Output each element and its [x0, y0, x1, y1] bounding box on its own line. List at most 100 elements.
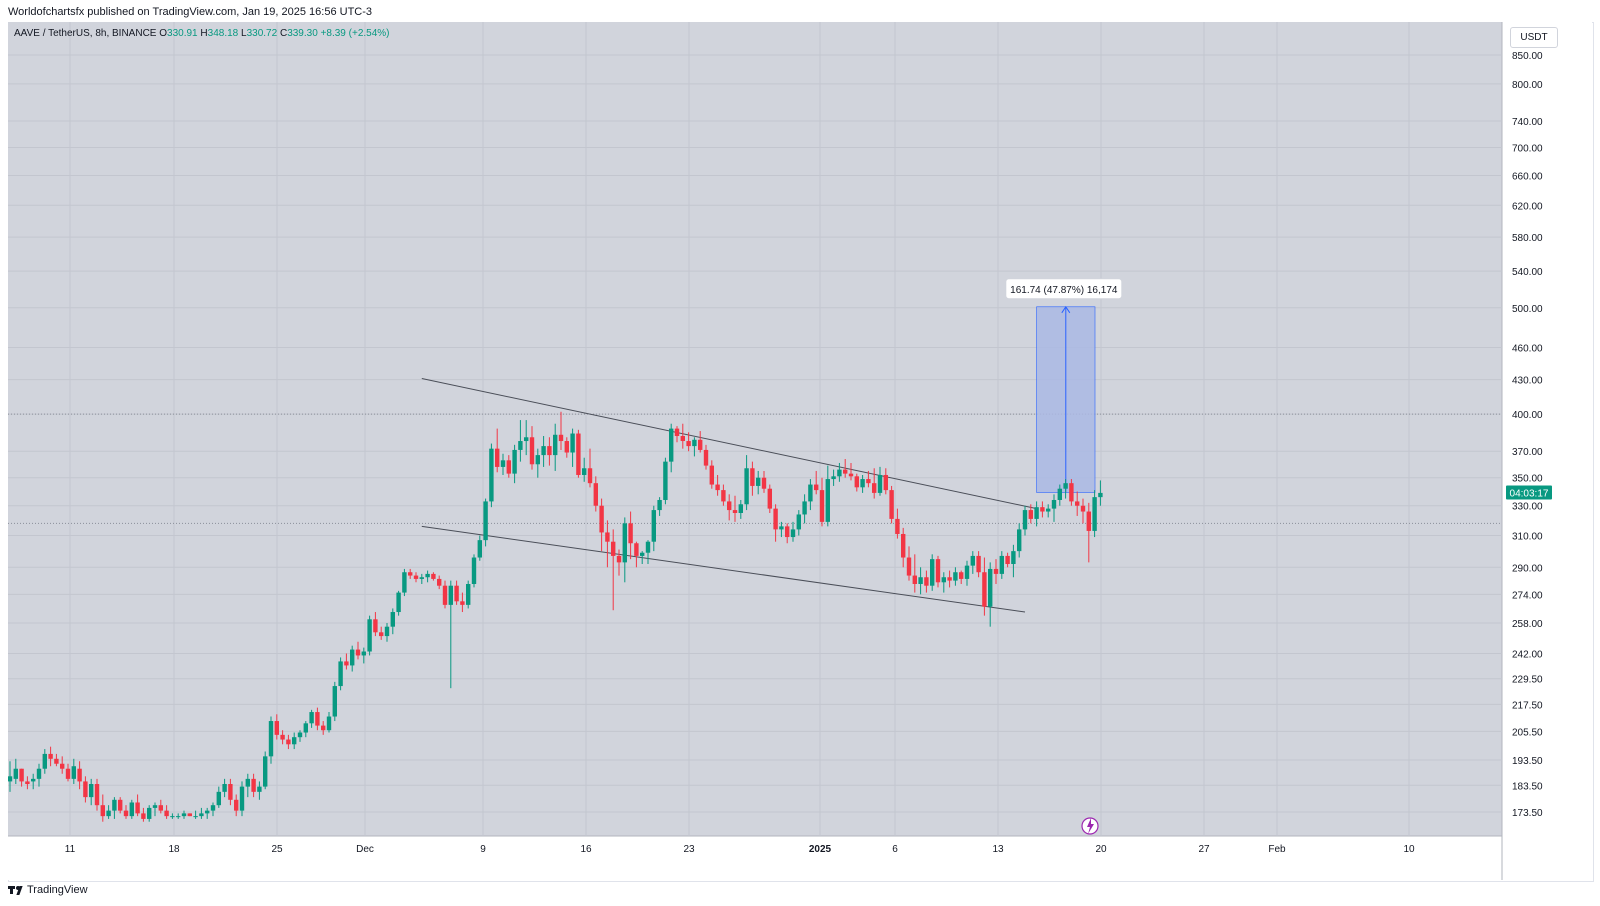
candle-body: [848, 473, 854, 477]
time-tick-label: 13: [992, 844, 1004, 855]
candle: [895, 508, 900, 539]
candle-body: [709, 465, 714, 485]
candle-body: [506, 460, 511, 474]
legend-symbol[interactable]: AAVE / TetherUS, 8h, BINANCE: [14, 28, 157, 39]
candle: [390, 608, 395, 635]
candle: [292, 732, 297, 750]
candle-body: [1057, 488, 1062, 500]
candle-body: [25, 781, 30, 785]
candle-body: [587, 468, 593, 484]
candle-body: [89, 784, 94, 798]
legend-low-key: L: [241, 28, 247, 39]
candle: [906, 546, 912, 581]
price-tick-label: 850.00: [1512, 51, 1543, 62]
candle-body: [535, 455, 540, 465]
candle-body: [495, 448, 500, 467]
candle-body: [176, 816, 181, 818]
price-tick-label: 229.50: [1512, 675, 1543, 686]
candle-body: [1034, 507, 1039, 519]
candle-body: [205, 810, 210, 814]
candle-body: [802, 501, 807, 515]
candle-body: [379, 632, 384, 637]
candle-body: [605, 532, 610, 542]
candle-body: [187, 813, 192, 817]
candle-body: [280, 734, 285, 740]
candle-body: [790, 529, 796, 538]
time-axis-background: [8, 836, 1502, 880]
currency-button[interactable]: USDT: [1510, 27, 1558, 48]
candle-body: [181, 813, 187, 817]
candle: [1075, 491, 1080, 516]
candle: [1005, 552, 1010, 568]
time-tick-label: 27: [1198, 844, 1210, 855]
candle-body: [477, 540, 482, 558]
candle-body: [483, 501, 488, 541]
candle-body: [332, 686, 337, 717]
candle: [918, 567, 923, 595]
candle-body: [906, 557, 912, 576]
time-tick-label: Feb: [1268, 844, 1286, 855]
candle-body: [628, 523, 633, 544]
candle-body: [123, 810, 129, 817]
candle-body: [640, 552, 645, 556]
candle-body: [413, 575, 419, 579]
candlestick-chart[interactable]: 850.00 800.00 740.00 700.00 660.00 620.00 580.…: [8, 22, 1592, 880]
time-tick-label: 11: [65, 844, 76, 855]
candle: [518, 420, 523, 462]
candle: [843, 459, 848, 478]
candle-body: [425, 573, 430, 578]
price-tick-label: 242.00: [1512, 649, 1543, 660]
candle: [709, 460, 714, 489]
candle-body: [1063, 483, 1068, 489]
candle-body: [106, 810, 111, 817]
legend-open-key: O: [159, 28, 168, 39]
candle-body: [529, 437, 535, 465]
candle-body: [152, 805, 158, 808]
candle: [599, 498, 604, 552]
tradingview-logo[interactable]: TradingView: [8, 884, 88, 896]
candle-body: [373, 619, 378, 633]
candle: [953, 567, 958, 586]
candle-body: [326, 716, 332, 731]
candle: [257, 781, 262, 800]
price-tick-label: 660.00: [1512, 172, 1543, 183]
price-tick-label: 193.50: [1512, 756, 1543, 767]
candle: [344, 653, 349, 670]
candle-body: [396, 592, 401, 613]
candle-body: [854, 476, 859, 488]
candle: [541, 436, 546, 467]
candle: [587, 448, 593, 488]
candle: [326, 712, 332, 733]
price-tick-label: 740.00: [1512, 117, 1543, 128]
legend-low: 330.72: [246, 28, 278, 39]
candle-body: [344, 661, 349, 666]
candle: [657, 497, 662, 516]
candle: [686, 432, 691, 452]
candle: [744, 455, 749, 511]
price-tick-label: 310.00: [1512, 532, 1543, 543]
candle: [628, 511, 633, 560]
candle: [31, 773, 36, 790]
candle: [941, 572, 946, 593]
price-tick-label: 800.00: [1512, 80, 1543, 91]
candle-body: [286, 739, 291, 745]
candle: [750, 461, 755, 496]
candle: [529, 426, 535, 470]
candle: [187, 813, 192, 817]
candle-body: [576, 433, 581, 475]
candle-body: [645, 541, 651, 553]
candle-body: [599, 505, 604, 533]
candle-body: [60, 763, 65, 769]
candle: [935, 555, 941, 588]
candle: [437, 575, 442, 590]
candle-body: [1040, 507, 1045, 512]
candle-body: [999, 555, 1004, 574]
candle-body: [941, 577, 946, 583]
candle-body: [466, 583, 471, 605]
candle: [89, 778, 94, 806]
candle-body: [1080, 505, 1086, 512]
candle-body: [570, 433, 575, 453]
candle-body: [663, 461, 668, 500]
candle: [297, 730, 303, 742]
candle-body: [129, 802, 134, 817]
